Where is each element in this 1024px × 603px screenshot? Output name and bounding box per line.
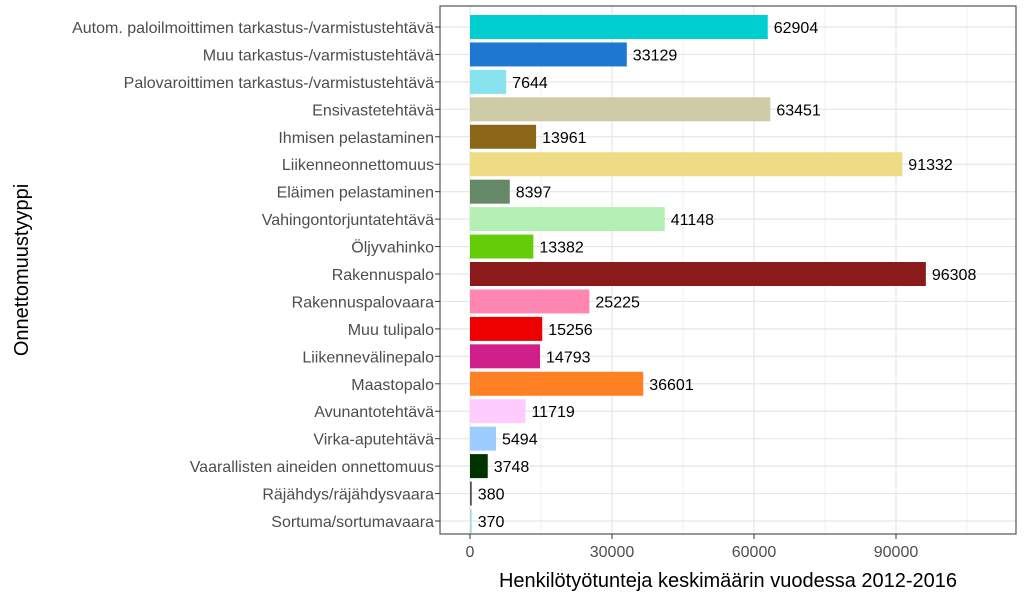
data-label: 370 [478, 514, 505, 531]
category-label: Rakennuspalo [332, 267, 434, 284]
bar [470, 399, 526, 424]
bar [470, 152, 903, 177]
category-labels: Autom. paloilmoittimen tarkastus-/varmis… [72, 20, 440, 531]
bar [470, 179, 510, 204]
category-label: Avunantotehtävä [314, 404, 434, 421]
data-label: 63451 [776, 102, 821, 119]
data-label: 13382 [539, 240, 584, 257]
data-label: 13961 [542, 130, 587, 147]
category-label: Maastopalo [351, 377, 434, 394]
category-label: Räjähdys/räjähdysvaara [262, 487, 434, 504]
category-label: Liikenneonnettomuus [282, 157, 434, 174]
data-label: 91332 [908, 157, 953, 174]
bars [470, 15, 926, 533]
data-label: 380 [478, 487, 505, 504]
bar [470, 344, 541, 369]
category-label: Vahingontorjuntatehtävä [262, 212, 434, 229]
category-label: Rakennuspalovaara [292, 294, 434, 311]
bar [470, 509, 472, 533]
data-label: 96308 [932, 267, 977, 284]
bar [470, 69, 507, 94]
bar [470, 124, 537, 149]
x-axis-ticks: 0 30000 60000 90000 [466, 534, 919, 561]
data-label: 36601 [649, 377, 694, 394]
x-tick-label: 60000 [732, 544, 777, 561]
data-label: 14793 [546, 349, 591, 366]
data-label: 62904 [774, 20, 819, 37]
data-label: 33129 [633, 47, 678, 64]
bar [470, 262, 926, 286]
y-axis-title: Onnettomuustyyppi [11, 184, 33, 356]
category-label: Muu tarkastus-/varmistustehtävä [203, 47, 434, 64]
category-label: Vaarallisten aineiden onnettomuus [190, 459, 434, 476]
bar [470, 207, 665, 232]
data-label: 3748 [494, 459, 530, 476]
x-tick-label: 0 [466, 544, 475, 561]
data-labels: 62904 33129 7644 63451 13961 91332 8397 41148 13… [478, 20, 977, 531]
category-label: Eläimen pelastaminen [277, 185, 434, 202]
bar [470, 481, 472, 506]
bar [470, 316, 543, 341]
data-label: 5494 [502, 432, 538, 449]
x-tick-label: 90000 [874, 544, 919, 561]
category-label: Palovaroittimen tarkastus-/varmistusteht… [124, 75, 434, 92]
category-label: Ihmisen pelastaminen [278, 130, 434, 147]
data-label: 15256 [548, 322, 593, 339]
category-label: Virka-aputehtävä [313, 432, 434, 449]
category-label: Öljyvahinko [351, 239, 434, 257]
bar [470, 454, 488, 479]
data-label: 7644 [512, 75, 548, 92]
data-label: 25225 [595, 294, 640, 311]
data-label: 11719 [531, 404, 574, 421]
category-label: Autom. paloilmoittimen tarkastus-/varmis… [72, 20, 434, 37]
bar [470, 97, 771, 122]
bar [470, 289, 590, 314]
bar [470, 15, 768, 39]
category-label: Liikennevälinepalo [302, 349, 434, 366]
category-label: Muu tulipalo [348, 322, 434, 339]
bar [470, 371, 644, 396]
data-label: 8397 [516, 185, 552, 202]
x-axis-title: Henkilötyötunteja keskimäärin vuodessa 2… [499, 570, 957, 592]
plot-border [439, 5, 1017, 535]
bar [470, 42, 627, 67]
bar [470, 234, 534, 259]
category-label: Sortuma/sortumavaara [271, 514, 434, 531]
category-label: Ensivastetehtävä [312, 102, 434, 119]
bar [470, 426, 497, 451]
x-tick-label: 30000 [590, 544, 635, 561]
data-label: 41148 [671, 212, 714, 229]
